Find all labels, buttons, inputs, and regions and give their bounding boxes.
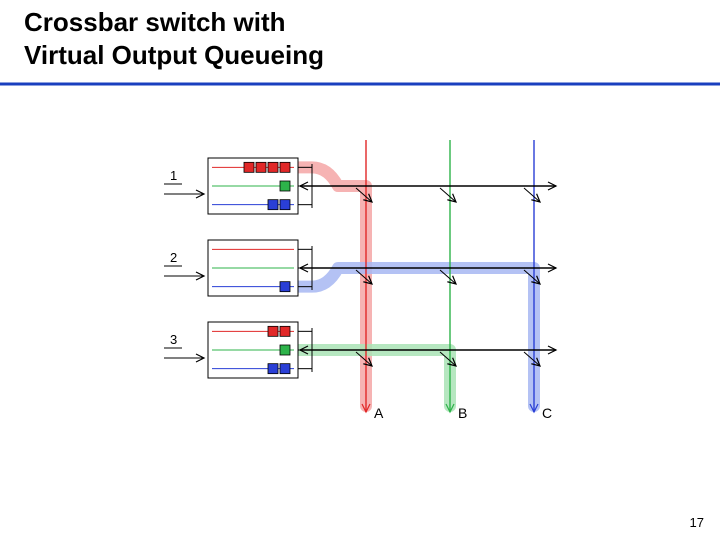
svg-text:C: C (542, 405, 552, 421)
svg-text:1: 1 (170, 168, 177, 183)
svg-text:A: A (374, 405, 384, 421)
svg-text:B: B (458, 405, 467, 421)
svg-text:2: 2 (170, 250, 177, 265)
crossbar-diagram: 1 2 3 A B C (0, 0, 720, 540)
svg-text:3: 3 (170, 332, 177, 347)
